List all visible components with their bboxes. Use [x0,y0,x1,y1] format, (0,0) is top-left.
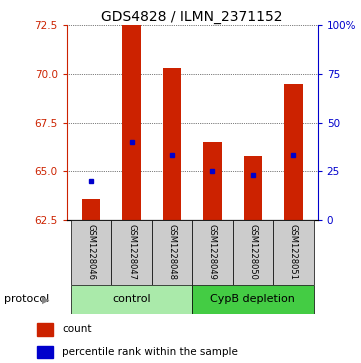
Bar [284,83,303,220]
Bar [273,220,314,285]
Bar [192,285,314,314]
Bar [111,220,152,285]
Title: GDS4828 / ILMN_2371152: GDS4828 / ILMN_2371152 [101,11,283,24]
Bar [192,220,233,285]
Text: GSM1228051: GSM1228051 [289,224,298,280]
Text: GSM1228049: GSM1228049 [208,224,217,280]
Text: GSM1228047: GSM1228047 [127,224,136,280]
Text: control: control [112,294,151,305]
Text: protocol: protocol [4,294,49,305]
Bar [37,323,53,336]
Text: CypB depletion: CypB depletion [210,294,295,305]
Bar [152,220,192,285]
Bar [122,25,141,220]
Text: count: count [62,325,92,334]
Bar [244,155,262,220]
Text: ▶: ▶ [42,294,49,305]
Bar [233,220,273,285]
Bar [82,199,100,220]
Bar [203,142,222,220]
Text: GSM1228046: GSM1228046 [87,224,96,280]
Text: percentile rank within the sample: percentile rank within the sample [62,347,238,357]
Bar [37,346,53,359]
Text: GSM1228048: GSM1228048 [168,224,177,280]
Bar [71,220,111,285]
Bar [71,285,192,314]
Bar [163,68,181,220]
Text: GSM1228050: GSM1228050 [248,224,257,280]
